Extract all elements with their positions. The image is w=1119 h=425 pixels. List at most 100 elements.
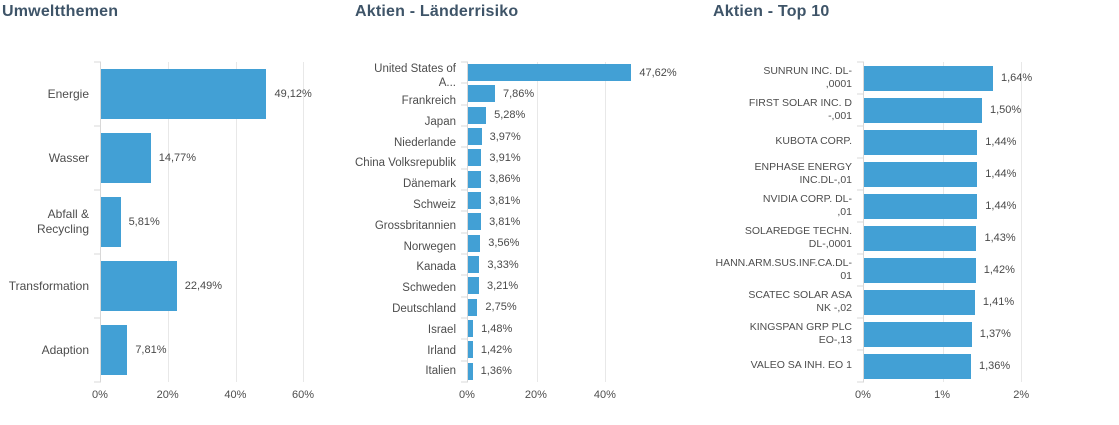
- bar[interactable]: [864, 225, 977, 251]
- category-label: Norwegen: [403, 240, 456, 253]
- bar[interactable]: [468, 234, 481, 252]
- bar[interactable]: [468, 341, 473, 359]
- category-tick: [857, 125, 864, 127]
- category-label: KINGSPAN GRP PLC EO-,13: [749, 320, 852, 346]
- category-label: Abfall & Recycling: [36, 207, 89, 236]
- category-label: Grossbritannien: [374, 219, 456, 232]
- bar[interactable]: [864, 65, 993, 91]
- value-label: 1,44%: [985, 200, 1017, 212]
- bar[interactable]: [468, 128, 482, 146]
- category-label: Deutschland: [392, 302, 456, 315]
- category-label: China Volksrepublik: [355, 157, 457, 170]
- x-axis: 0% 20% 40%: [355, 382, 703, 406]
- x-tick-label: 20%: [524, 389, 547, 401]
- value-label: 1,44%: [985, 168, 1017, 180]
- top10-chart: Aktien - Top 10 SUNRUN INC. DL- ,0001 FIR…: [703, 2, 1119, 406]
- bar[interactable]: [468, 85, 495, 103]
- category-tick: [857, 253, 864, 255]
- bar-row: 1,50%: [864, 94, 1041, 126]
- bar-row: 5,81%: [101, 190, 320, 254]
- x-tick-label: 0%: [855, 389, 871, 401]
- value-label: 1,36%: [978, 360, 1011, 372]
- category-tick: [461, 296, 468, 298]
- category-label: United States of A...: [374, 63, 456, 90]
- bar[interactable]: [864, 257, 976, 283]
- category-label: Adaption: [41, 342, 89, 357]
- category-label: KUBOTA CORP.: [775, 135, 852, 148]
- value-label: 1,43%: [984, 232, 1016, 244]
- bar[interactable]: [864, 97, 982, 123]
- bar[interactable]: [864, 129, 978, 155]
- bar-row: 1,41%: [864, 286, 1041, 318]
- axis-spacer: [2, 382, 100, 406]
- bar-plot: SUNRUN INC. DL- ,0001 FIRST SOLAR INC. D …: [713, 61, 1119, 406]
- category-label: Schweden: [402, 282, 456, 295]
- category-label: Wasser: [48, 150, 89, 165]
- category-label: Frankreich: [401, 94, 456, 107]
- bar[interactable]: [101, 325, 128, 375]
- value-label: 3,81%: [489, 194, 521, 207]
- bar-row: 1,44%: [864, 126, 1041, 158]
- bar[interactable]: [864, 161, 978, 187]
- bar[interactable]: [468, 170, 482, 188]
- bar[interactable]: [864, 321, 972, 347]
- bar[interactable]: [101, 69, 267, 119]
- category-tick: [857, 381, 864, 383]
- bar[interactable]: [101, 133, 151, 183]
- category-label: Israel: [427, 323, 456, 336]
- category-label: Irland: [427, 344, 456, 357]
- charts-dashboard: Umweltthemen Energie Wasser Abfall & Recyc…: [2, 2, 1119, 406]
- bar[interactable]: [468, 256, 480, 274]
- bar[interactable]: [468, 213, 482, 231]
- category-tick: [461, 360, 468, 362]
- bar-row: 1,37%: [864, 318, 1041, 350]
- category-tick: [857, 189, 864, 191]
- chart-title: Aktien - Länderrisiko: [355, 3, 519, 20]
- gridline: [168, 62, 170, 382]
- value-label: 3,21%: [487, 279, 519, 292]
- gridline: [235, 62, 237, 382]
- gridline: [536, 62, 538, 382]
- bar-row: 3,86%: [468, 169, 691, 190]
- category-label: NVIDIA CORP. DL- ,01: [762, 192, 852, 218]
- category-tick: [461, 104, 468, 106]
- value-label: 3,86%: [489, 173, 521, 186]
- bar-plot: Energie Wasser Abfall & Recycling Transform…: [2, 61, 345, 406]
- bar[interactable]: [864, 353, 971, 379]
- bar[interactable]: [468, 64, 632, 82]
- value-label: 1,48%: [481, 322, 513, 335]
- bars-area: 49,12% 14,77% 5,81% 22,49% 7,81%: [94, 61, 320, 383]
- bar-row: 7,86%: [468, 83, 691, 104]
- bar[interactable]: [864, 289, 975, 315]
- category-label: FIRST SOLAR INC. D -,001: [748, 96, 852, 122]
- axis-spacer: [713, 382, 863, 406]
- category-tick: [857, 61, 864, 63]
- category-tick: [94, 189, 101, 191]
- category-tick: [94, 381, 101, 383]
- bar[interactable]: [468, 149, 482, 167]
- axis-labels-area: 0% 1% 2%: [855, 382, 1041, 406]
- bar[interactable]: [468, 362, 473, 380]
- bar[interactable]: [101, 197, 121, 247]
- x-tick-label: 60%: [292, 389, 315, 401]
- value-label: 1,37%: [979, 328, 1011, 340]
- bar[interactable]: [468, 298, 478, 316]
- bar-plot: United States of A... Frankreich Japan Nied…: [355, 61, 703, 406]
- bar[interactable]: [468, 320, 474, 338]
- value-label: 49,12%: [274, 88, 312, 100]
- bar[interactable]: [864, 193, 978, 219]
- category-label: VALEO SA INH. EO 1: [750, 359, 852, 372]
- bar-row: 14,77%: [101, 126, 320, 190]
- category-label: Transformation: [8, 278, 89, 293]
- category-tick: [461, 82, 468, 84]
- bar[interactable]: [468, 192, 482, 210]
- bar[interactable]: [468, 277, 479, 295]
- value-label: 1,42%: [480, 343, 513, 356]
- bar[interactable]: [468, 106, 487, 124]
- bar[interactable]: [101, 261, 177, 311]
- value-label: 14,77%: [158, 152, 197, 164]
- value-label: 5,81%: [128, 216, 160, 228]
- category-tick: [857, 317, 864, 319]
- x-tick-label: 0%: [92, 389, 108, 401]
- category-tick: [857, 285, 864, 287]
